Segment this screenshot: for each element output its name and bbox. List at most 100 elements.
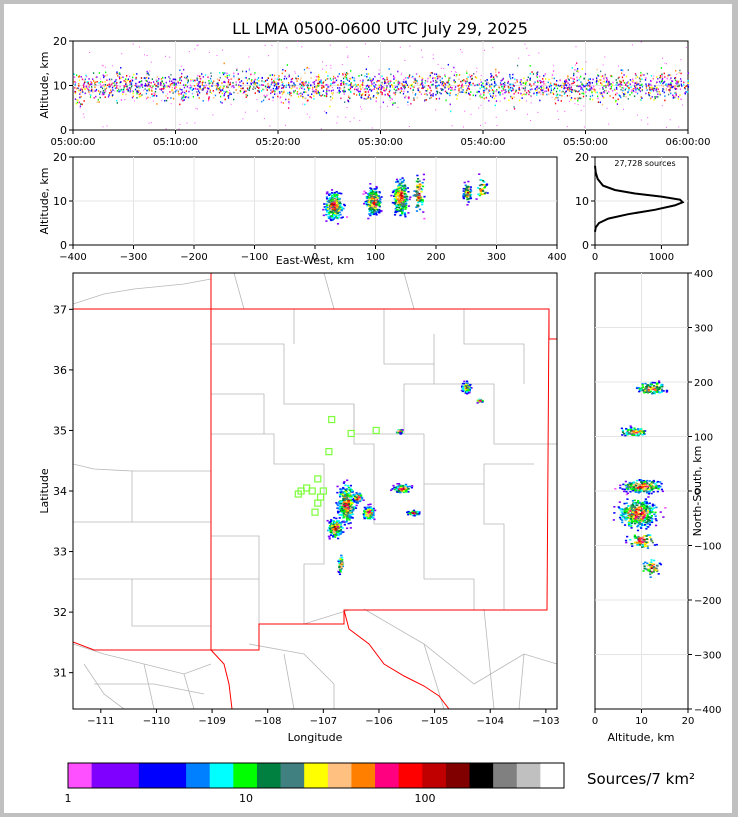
time-height-source [148,122,150,124]
map-source [342,531,345,533]
time-height-source [538,87,540,90]
time-height-source [297,75,300,78]
time-height-source [137,81,140,84]
ew-altitude-source [394,204,398,207]
time-height-source [676,81,679,83]
time-height-source [461,51,463,53]
map-source [340,566,344,569]
time-height-source [483,89,485,92]
time-height-source [263,117,265,119]
time-height-source [591,82,594,84]
time-height-source [270,89,272,91]
map-source [345,497,348,499]
time-height-source [580,87,582,90]
time-height-source [222,73,225,76]
time-height-source [379,76,381,78]
ew-altitude-source [371,205,374,208]
time-height-source [383,87,385,90]
time-height-source [148,81,150,84]
time-height-source [623,95,625,97]
time-height-source [599,88,601,90]
time-height-source [162,82,165,85]
time-height-source [83,88,85,90]
time-height-source [490,87,493,89]
time-height-source [449,86,452,89]
map-source [338,506,341,509]
time-height-source [378,80,380,82]
time-height-source [636,84,638,86]
time-height-source [327,85,329,88]
time-height-source [548,78,550,81]
time-height-source [646,89,648,91]
time-height-source [126,88,128,91]
time-height-source [364,75,366,77]
time-height-source [125,93,127,96]
time-height-source [347,99,349,102]
time-height-source [474,84,476,87]
time-height-source [197,90,200,92]
ew-altitude-source [402,181,405,183]
time-height-source [669,87,671,90]
time-height-source [340,82,343,85]
ew-altitude-source [339,213,342,216]
time-height-source [313,83,316,85]
time-height-source [326,84,329,86]
time-height-source [480,104,482,106]
altitude-histogram-ytick-label: 0 [582,239,589,252]
map-source [370,516,373,519]
time-height-source [536,72,538,74]
time-height-source [212,90,214,92]
ew-altitude-source [329,210,332,213]
time-height-source [687,86,690,88]
time-height-source [665,89,667,91]
time-height-source [148,77,150,80]
time-height-source [261,100,263,103]
time-height-source [281,87,283,89]
time-height-source [194,48,196,50]
map-source [396,486,400,489]
ew-altitude-source [401,204,404,207]
time-height-source [529,83,531,85]
time-height-source [526,80,529,82]
time-height-source [201,84,204,86]
time-height-source [521,94,523,96]
time-height-source [462,79,465,82]
altitude-ns-source [660,390,664,392]
time-height-source [492,95,494,97]
ew-altitude-source [402,201,405,203]
ew-altitude-source [420,188,424,191]
time-height-source [647,92,650,94]
time-height-source [434,79,437,82]
time-height-source [109,85,111,88]
ew-altitude-source [371,212,375,215]
time-height-source [572,82,575,85]
time-height-source [619,82,622,85]
time-height-source [570,77,572,79]
time-height-source [90,83,92,86]
time-height-source [435,98,438,100]
time-height-source [474,76,477,78]
map-source [372,512,375,514]
ew-altitude-ytick-label: 20 [53,151,67,164]
time-height-source [149,70,151,72]
time-height-source [484,84,487,87]
time-height-source [683,81,685,84]
time-height-source [253,87,255,90]
time-height-source [634,86,637,89]
time-height-source [160,84,162,86]
map-source [343,488,346,490]
time-height-source [421,49,423,51]
time-height-source [248,69,250,71]
time-height-source [557,84,559,87]
time-height-source [606,107,608,109]
time-height-source [190,78,192,81]
time-height-source [136,96,138,99]
ew-altitude-source [398,204,401,206]
time-height-source [145,80,148,82]
time-height-source [335,79,338,82]
map-source [337,526,340,529]
map-source [353,500,357,503]
time-height-source [425,89,427,92]
time-height-source [372,78,374,80]
